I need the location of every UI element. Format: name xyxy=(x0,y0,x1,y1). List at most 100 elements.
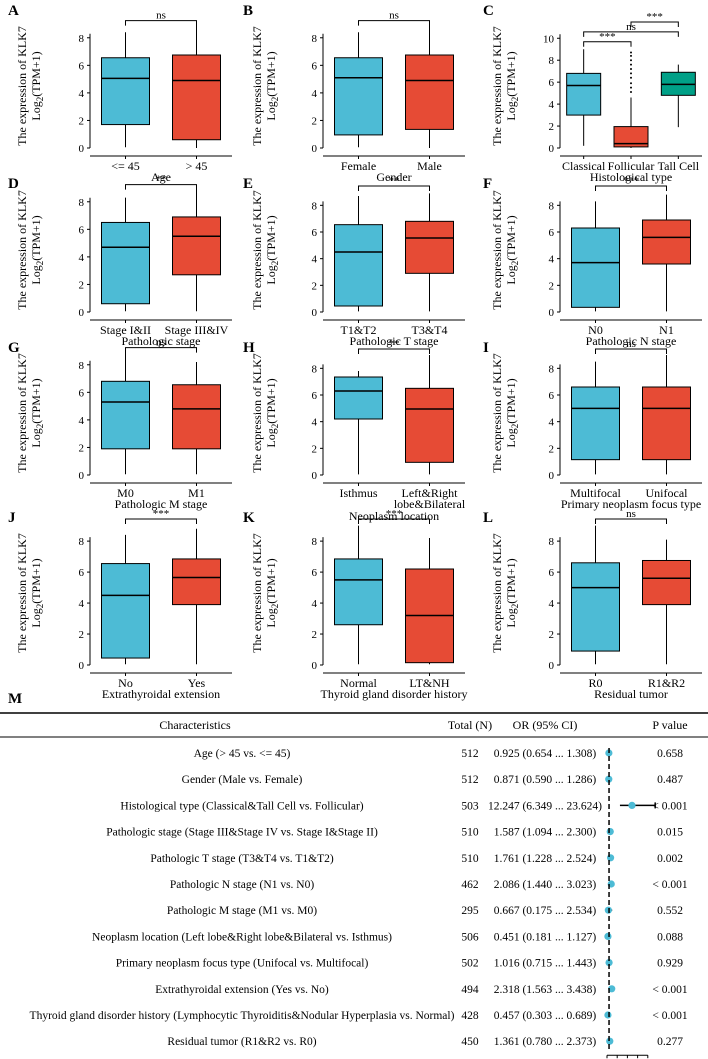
table-row: Neoplasm location (Left lobe&Right lobe&… xyxy=(92,931,683,943)
significance-bracket xyxy=(583,41,632,47)
row-p-value: 0.552 xyxy=(657,905,683,917)
box xyxy=(334,558,383,626)
y-tick-label: 6 xyxy=(549,77,555,89)
y-tick-label: 4 xyxy=(79,598,85,610)
row-total: 494 xyxy=(461,984,479,996)
significance-label: *** xyxy=(646,11,663,23)
header-p: P value xyxy=(652,718,687,732)
or-point xyxy=(606,1037,614,1045)
or-point xyxy=(606,828,614,836)
y-tick-label: 6 xyxy=(79,60,85,72)
x-tick-label: T3&T4 xyxy=(412,323,448,337)
panel-letter: I xyxy=(483,340,489,356)
x-tick-label: M1 xyxy=(188,486,205,500)
panel-k: K The expression of KLK7 Log2(TPM+1) 0 2 4 6 8 N… xyxy=(243,508,467,701)
x-axis-title: Residual tumor xyxy=(594,687,668,701)
y-tick-label: 0 xyxy=(312,143,318,155)
x-axis-title: Gender xyxy=(376,170,411,184)
box xyxy=(405,387,454,463)
row-or-ci: 12.247 (6.349 ... 23.624) xyxy=(488,800,602,812)
x-tick-label: > 45 xyxy=(186,159,208,173)
row-total: 503 xyxy=(461,800,479,812)
y-axis-label: The expression of KLK7 xyxy=(15,26,29,146)
box xyxy=(101,380,150,450)
table-row: Histological type (Classical&Tall Cell v… xyxy=(120,800,687,812)
y-tick-label: 0 xyxy=(79,307,85,319)
x-tick-label: Multifocal xyxy=(570,486,621,500)
row-characteristic: Histological type (Classical&Tall Cell v… xyxy=(120,800,363,812)
y-axis-label-unit: Log2(TPM+1) xyxy=(29,378,45,447)
box xyxy=(172,54,221,141)
outlier-point xyxy=(630,86,632,89)
outlier-point xyxy=(630,54,632,57)
y-tick-label: 8 xyxy=(312,363,318,375)
row-p-value: < 0.001 xyxy=(652,1010,687,1022)
significance-bracket xyxy=(358,518,430,524)
y-tick-label: 2 xyxy=(312,115,318,127)
x-axis-title: Pathologic stage xyxy=(122,334,201,348)
panel-letter: F xyxy=(483,176,492,192)
row-total: 512 xyxy=(461,774,479,786)
y-axis-label-unit: Log2(TPM+1) xyxy=(264,378,280,447)
box xyxy=(613,126,649,148)
row-or-ci: 0.871 (0.590 ... 1.286) xyxy=(494,774,597,786)
box xyxy=(334,57,383,136)
y-tick-label: 4 xyxy=(549,598,555,610)
x-tick-label: Classical xyxy=(562,159,606,173)
x-tick-label: M0 xyxy=(117,486,134,500)
box xyxy=(642,386,691,461)
significance-bracket xyxy=(358,185,430,191)
y-tick-label: 4 xyxy=(312,417,318,429)
y-axis-label-unit: Log2(TPM+1) xyxy=(29,215,45,284)
y-tick-label: 6 xyxy=(312,227,318,239)
x-tick-label: No xyxy=(118,676,133,690)
significance-bracket xyxy=(595,518,667,524)
row-p-value: 0.015 xyxy=(657,827,683,839)
y-tick-label: 4 xyxy=(79,252,85,264)
row-or-ci: 2.086 (1.440 ... 3.023) xyxy=(494,879,597,891)
significance-bracket xyxy=(125,184,197,190)
y-axis-label: The expression of KLK7 xyxy=(490,26,504,146)
box xyxy=(405,54,454,130)
panel-j: J The expression of KLK7 Log2(TPM+1) 0 2 4 6 8 N… xyxy=(8,508,232,701)
x-tick-label: Male xyxy=(417,159,442,173)
row-characteristic: Pathologic stage (Stage III&Stage IV vs.… xyxy=(106,827,378,839)
y-axis-label-unit: Log2(TPM+1) xyxy=(29,558,45,627)
box xyxy=(566,72,602,116)
x-tick-label: N1 xyxy=(659,323,674,337)
table-row: Pathologic M stage (M1 vs. M0) 295 0.667 (… xyxy=(167,905,683,917)
or-point xyxy=(604,1011,612,1019)
row-p-value: 0.929 xyxy=(657,958,683,970)
outlier-point xyxy=(630,67,632,70)
significance-label: ** xyxy=(156,174,167,186)
significance-bracket xyxy=(595,185,667,191)
box xyxy=(172,558,221,606)
row-characteristic: Pathologic M stage (M1 vs. M0) xyxy=(167,905,317,917)
y-tick-label: 8 xyxy=(549,55,555,67)
y-axis-label: The expression of KLK7 xyxy=(250,190,264,310)
box xyxy=(642,559,691,606)
y-axis-label-unit: Log2(TPM+1) xyxy=(504,378,520,447)
significance-bracket xyxy=(358,20,430,26)
table-row: Gender (Male vs. Female) 512 0.871 (0.590 … xyxy=(182,774,684,786)
significance-bracket xyxy=(125,20,197,26)
y-tick-label: 2 xyxy=(312,629,318,641)
x-tick-label: N0 xyxy=(588,323,603,337)
row-or-ci: 1.761 (1.228 ... 2.524) xyxy=(494,853,597,865)
row-total: 510 xyxy=(461,853,479,865)
y-tick-label: 4 xyxy=(312,598,318,610)
y-axis-label: The expression of KLK7 xyxy=(15,353,29,473)
y-tick-label: 2 xyxy=(79,442,85,454)
x-tick-label: LT&NH xyxy=(409,676,450,690)
row-p-value: < 0.001 xyxy=(652,984,687,996)
y-tick-label: 4 xyxy=(312,88,318,100)
panel-letter: K xyxy=(243,510,255,526)
significance-label: *** xyxy=(153,508,170,520)
y-tick-label: 0 xyxy=(549,143,555,155)
header-characteristics: Characteristics xyxy=(159,718,231,732)
y-tick-label: 0 xyxy=(549,660,555,672)
or-point xyxy=(628,801,636,810)
